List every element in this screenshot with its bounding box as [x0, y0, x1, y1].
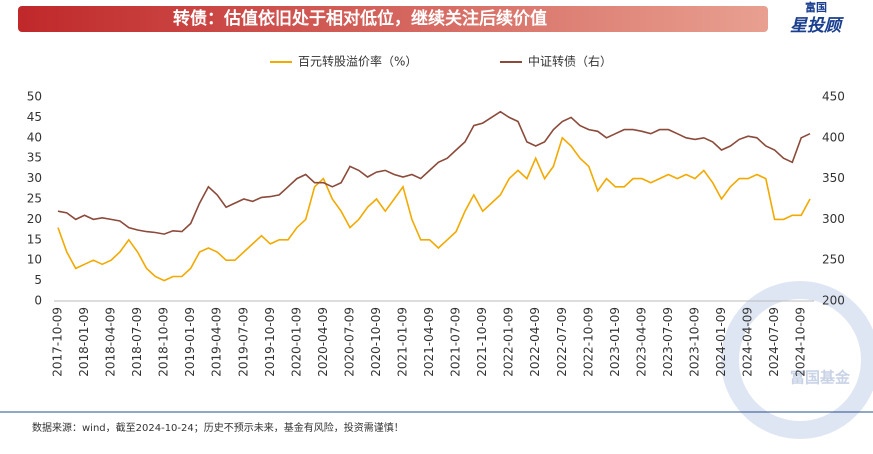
y2-tick-label: 450	[822, 90, 845, 104]
x-tick-label: 2020-10-09	[369, 307, 383, 377]
x-tick-label: 2021-04-09	[422, 307, 436, 377]
x-tick-label: 2024-01-09	[714, 307, 728, 377]
x-tick-label: 2023-07-09	[661, 307, 675, 377]
x-tick-label: 2021-10-09	[475, 307, 489, 377]
x-tick-label: 2021-07-09	[449, 307, 463, 377]
x-tick-label: 2024-04-09	[741, 307, 755, 377]
footnote: 数据来源：wind，截至2024-10-24；历史不预示未来，基金有风险，投资需…	[32, 421, 404, 434]
x-tick-label: 2022-01-09	[502, 307, 516, 377]
x-tick-label: 2024-10-09	[794, 307, 808, 377]
x-tick-label: 2020-04-09	[316, 307, 330, 377]
series-line	[57, 136, 811, 282]
x-tick-label: 2022-04-09	[528, 307, 542, 377]
x-tick-label: 2019-04-09	[210, 307, 224, 377]
y-tick-label: 30	[27, 171, 42, 185]
x-tick-label: 2021-01-09	[396, 307, 410, 377]
legend-label: 百元转股溢价率（%）	[298, 54, 417, 69]
y-tick-label: 15	[27, 232, 42, 246]
y-tick-label: 35	[27, 151, 42, 165]
x-tick-label: 2023-04-09	[634, 307, 648, 377]
y-tick-label: 40	[27, 130, 42, 144]
x-tick-label: 2020-07-09	[342, 307, 356, 377]
y-tick-label: 10	[27, 253, 42, 267]
y-tick-label: 0	[34, 294, 42, 308]
y-tick-label: 5	[34, 273, 42, 287]
x-tick-label: 2018-04-09	[104, 307, 118, 377]
x-tick-label: 2024-07-09	[767, 307, 781, 377]
x-tick-label: 2019-01-09	[183, 307, 197, 377]
y2-tick-label: 300	[822, 212, 845, 226]
x-tick-label: 2019-07-09	[236, 307, 250, 377]
logo-big: 星投顾	[790, 16, 844, 36]
x-tick-label: 2022-10-09	[581, 307, 595, 377]
watermark: 富国基金	[790, 369, 851, 387]
y-tick-label: 50	[27, 90, 42, 104]
x-tick-label: 2020-01-09	[289, 307, 303, 377]
x-tick-label: 2017-10-09	[51, 307, 65, 377]
legend-label: 中证转债（右）	[528, 54, 612, 69]
y2-tick-label: 400	[822, 130, 845, 144]
x-tick-label: 2022-07-09	[555, 307, 569, 377]
x-tick-label: 2018-07-09	[130, 307, 144, 377]
y-tick-label: 45	[27, 110, 42, 124]
chart-title: 转债：估值依旧处于相对低位，继续关注后续价值	[173, 8, 547, 29]
logo-small: 富国	[805, 0, 827, 14]
watermark-logo	[721, 281, 873, 439]
x-tick-label: 2023-01-09	[608, 307, 622, 377]
x-tick-label: 2018-01-09	[77, 307, 91, 377]
y2-tick-label: 250	[822, 253, 845, 267]
y2-tick-label: 200	[822, 294, 845, 308]
x-tick-label: 2023-10-09	[687, 307, 701, 377]
x-tick-label: 2019-10-09	[263, 307, 277, 377]
series-line	[57, 110, 811, 235]
title-bar	[18, 6, 768, 32]
y-tick-label: 25	[27, 192, 42, 206]
x-tick-label: 2018-10-09	[157, 307, 171, 377]
y2-tick-label: 350	[822, 171, 845, 185]
y-tick-label: 20	[27, 212, 42, 226]
